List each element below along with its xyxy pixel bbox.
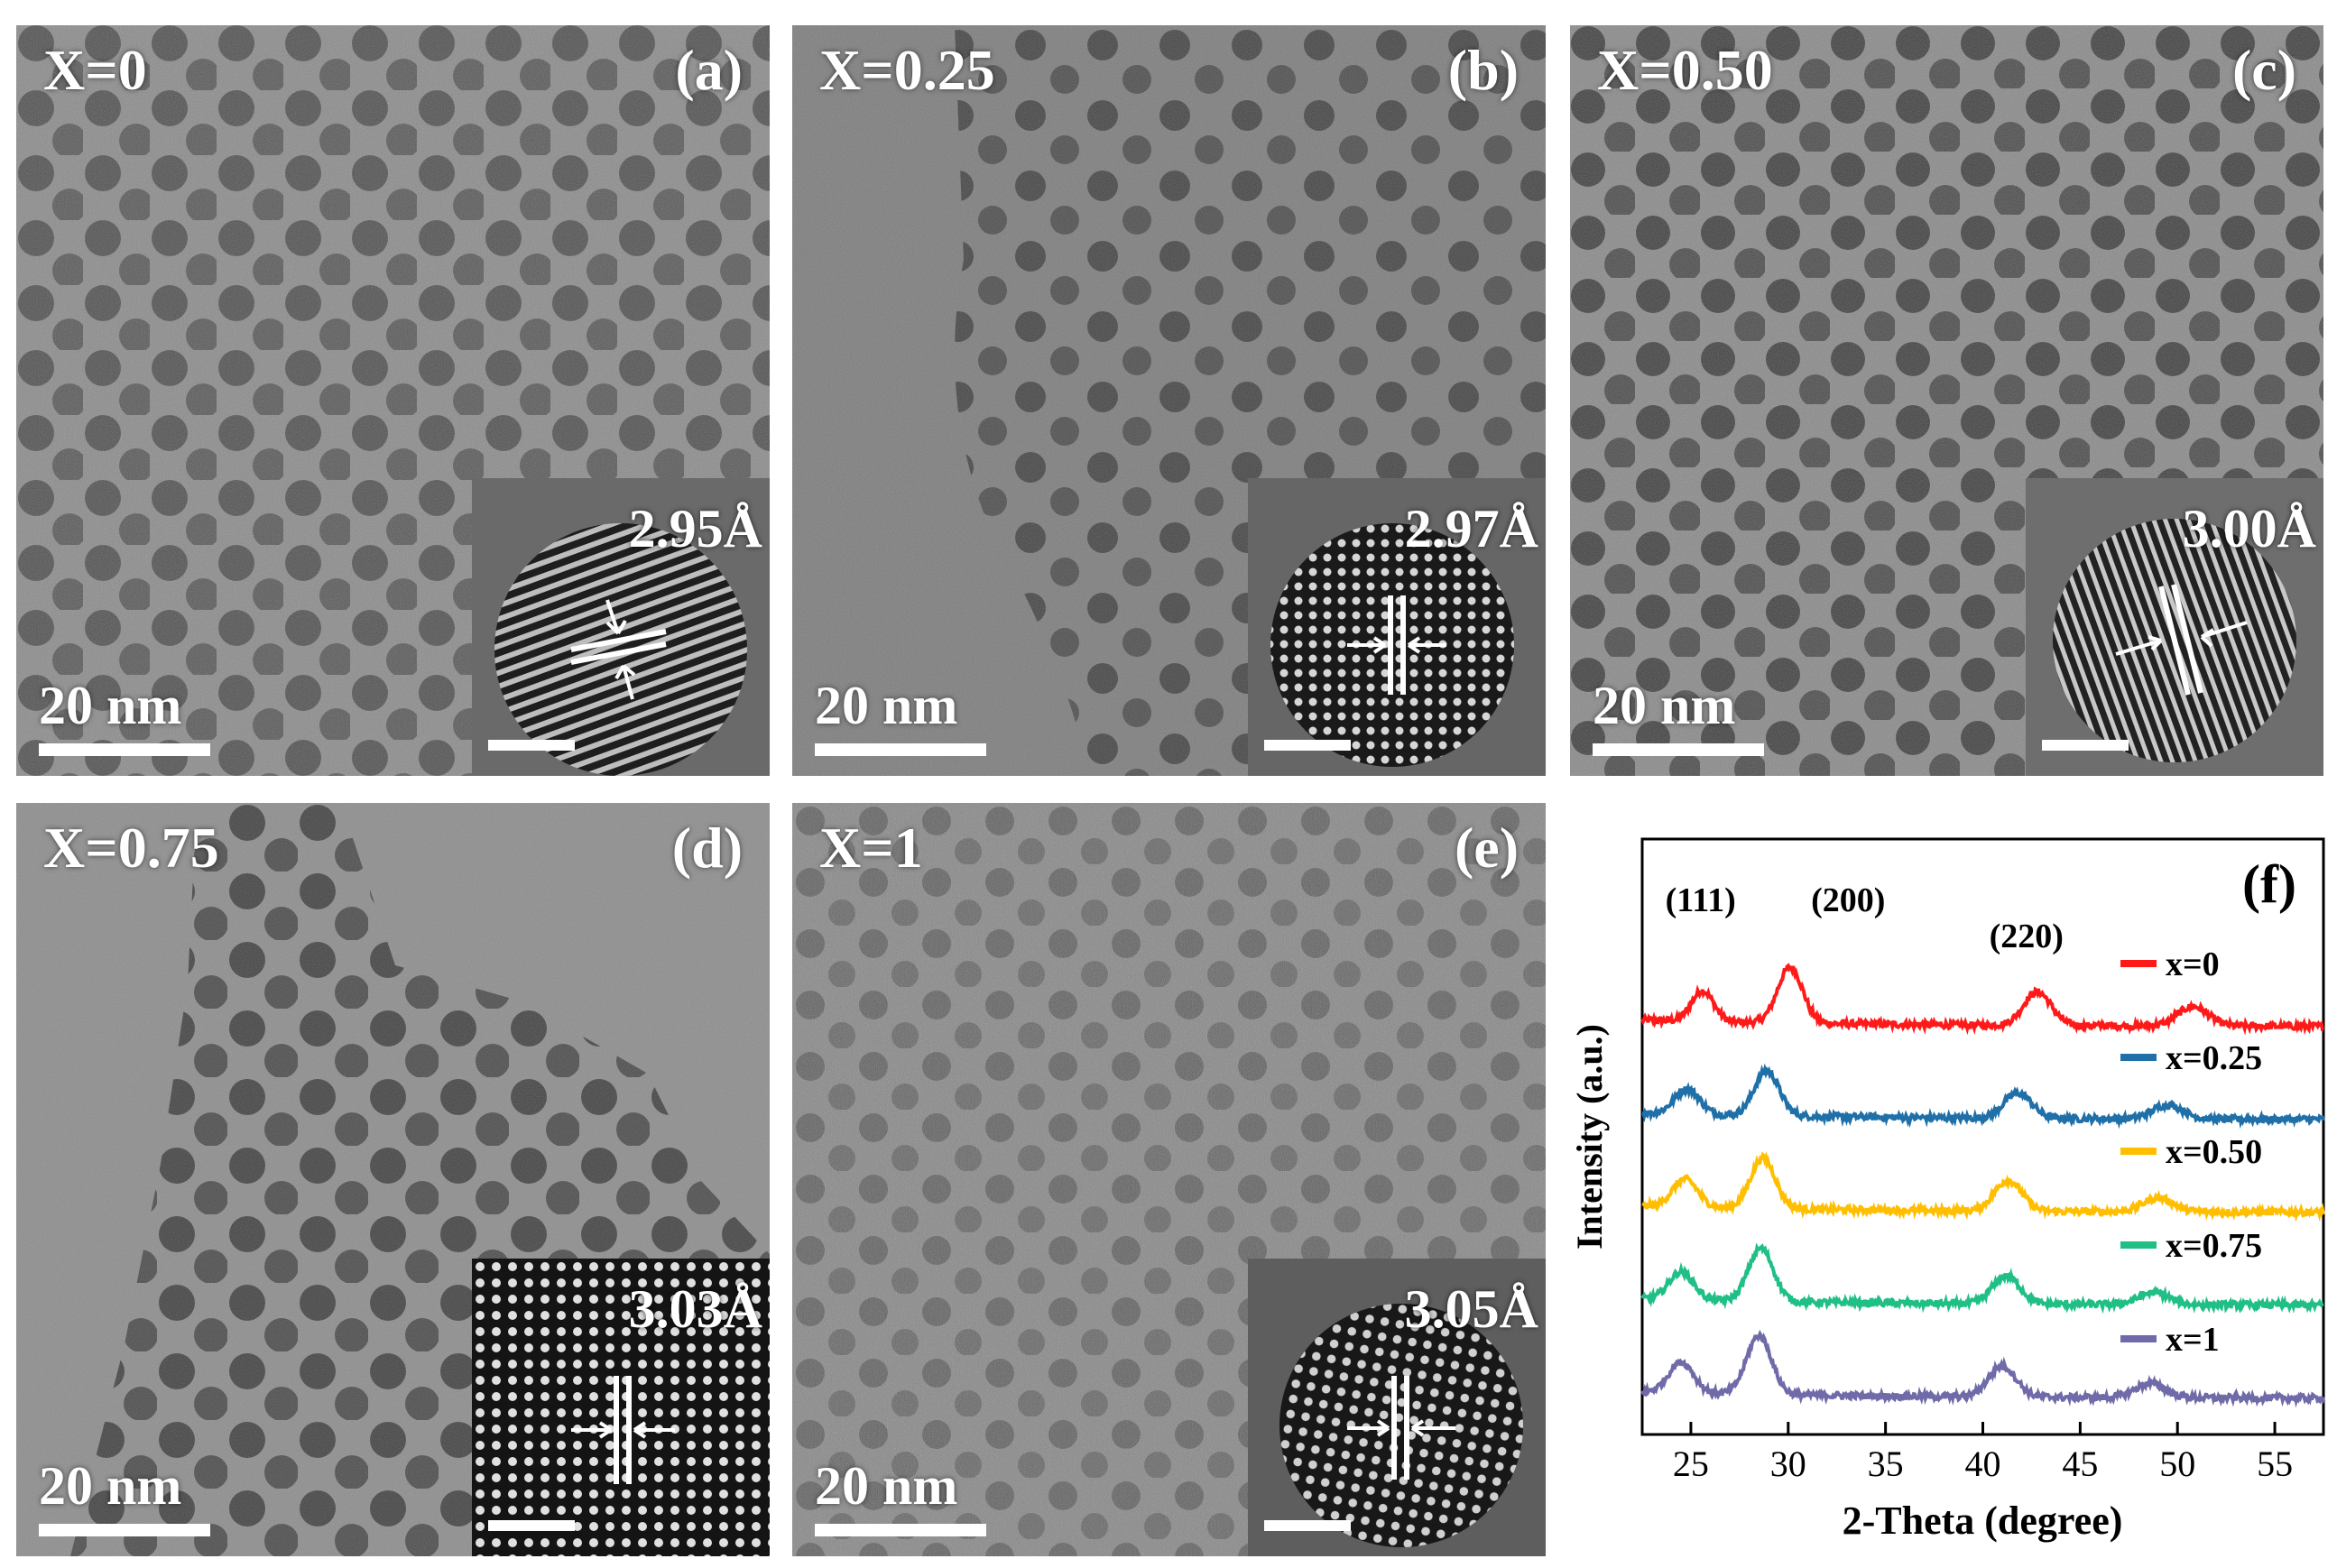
composition-label: X=0.50 bbox=[1597, 38, 1773, 102]
d-spacing-label: 2.95Å bbox=[628, 499, 762, 558]
scale-bar bbox=[39, 743, 210, 756]
panel-label: (b) bbox=[1447, 38, 1519, 102]
x-tick-label: 30 bbox=[1770, 1443, 1806, 1484]
composition-label: X=1 bbox=[819, 816, 923, 880]
tem-image bbox=[1570, 25, 2323, 776]
hrtem-inset: 3.03Å bbox=[472, 1259, 770, 1556]
hrtem-inset: 2.97Å bbox=[1248, 478, 1546, 776]
panel-label: (d) bbox=[671, 816, 743, 880]
tem-image bbox=[792, 803, 1546, 1556]
hrtem-inset: 3.05Å bbox=[1248, 1259, 1546, 1556]
x-tick-label: 45 bbox=[2062, 1443, 2098, 1484]
y-axis-label: Intensity (a.u.) bbox=[1569, 1024, 1610, 1250]
tem-panel-d: X=0.75 (d) 3.03Å 20 nm bbox=[16, 803, 770, 1556]
d-spacing-label: 2.97Å bbox=[1404, 499, 1538, 558]
x-tick-label: 25 bbox=[1673, 1443, 1709, 1484]
legend-label: x=1 bbox=[2166, 1321, 2220, 1359]
tem-panel-c: X=0.50 (c) 3.00Å 20 nm bbox=[1570, 25, 2323, 776]
d-spacing-label: 3.05Å bbox=[1404, 1279, 1538, 1339]
xrd-chart: 25 30 35 40 45 50 55 (111) (200) (220) x=0 x=0.25… bbox=[1569, 837, 2325, 1543]
x-tick-label: 40 bbox=[1965, 1443, 2001, 1484]
series-line-x=0 bbox=[1640, 963, 2324, 1036]
hrtem-inset: 3.00Å bbox=[2026, 478, 2323, 776]
peak-labels: (111) (200) (220) bbox=[1666, 881, 2064, 955]
d-spacing-label: 3.03Å bbox=[628, 1279, 762, 1339]
peak-label: (220) bbox=[1990, 918, 2064, 955]
inset-scale-bar bbox=[1264, 740, 1351, 751]
panel-label: (a) bbox=[675, 38, 743, 102]
panel-label: (c) bbox=[2231, 38, 2296, 102]
legend: x=0 x=0.25 x=0.50 x=0.75 x=1 bbox=[2120, 945, 2262, 1359]
scale-bar-label: 20 nm bbox=[39, 1456, 182, 1516]
x-axis-label: 2-Theta (degree) bbox=[1843, 1499, 2123, 1543]
panel-label: (e) bbox=[1454, 816, 1519, 880]
tem-panel-a: X=0 (a) 2.95Å 20 nm bbox=[16, 25, 770, 776]
series-group bbox=[1640, 963, 2325, 1408]
legend-label: x=0 bbox=[2166, 945, 2220, 983]
x-ticks: 25 30 35 40 45 50 55 bbox=[1673, 1422, 2293, 1484]
peak-label: (111) bbox=[1666, 881, 1736, 919]
inset-scale-bar bbox=[488, 740, 575, 751]
tem-image bbox=[16, 25, 770, 776]
composition-label: X=0.25 bbox=[819, 38, 995, 102]
scale-bar-label: 20 nm bbox=[815, 676, 958, 735]
inset-scale-bar bbox=[488, 1520, 575, 1531]
tem-panel-e: X=1 (e) 3.05Å 20 nm bbox=[792, 803, 1546, 1556]
composition-label: X=0 bbox=[43, 38, 147, 102]
hrtem-inset: 2.95Å bbox=[472, 478, 770, 776]
legend-label: x=0.25 bbox=[2166, 1039, 2262, 1077]
scale-bar bbox=[815, 1524, 986, 1536]
peak-label: (200) bbox=[1811, 881, 1885, 919]
legend-label: x=0.50 bbox=[2166, 1133, 2262, 1171]
scale-bar-label: 20 nm bbox=[39, 676, 182, 735]
d-spacing-label: 3.00Å bbox=[2182, 499, 2316, 558]
x-tick-label: 50 bbox=[2159, 1443, 2195, 1484]
legend-label: x=0.75 bbox=[2166, 1227, 2262, 1265]
series-line-x=0.50 bbox=[1641, 1150, 2325, 1222]
x-tick-label: 35 bbox=[1868, 1443, 1904, 1484]
inset-scale-bar bbox=[2042, 740, 2129, 751]
panel-label: (f) bbox=[2242, 854, 2296, 914]
scale-bar bbox=[39, 1524, 210, 1536]
series-line-x=1 bbox=[1640, 1329, 2325, 1408]
series-line-x=0.75 bbox=[1640, 1242, 2324, 1314]
scale-bar bbox=[815, 743, 986, 756]
scale-bar bbox=[1593, 743, 1764, 756]
scale-bar-label: 20 nm bbox=[1593, 676, 1736, 735]
scale-bar-label: 20 nm bbox=[815, 1456, 958, 1516]
tem-panel-b: X=0.25 (b) 2.97Å 20 nm bbox=[792, 25, 1546, 776]
x-tick-label: 55 bbox=[2257, 1443, 2293, 1484]
series-line-x=0.25 bbox=[1641, 1063, 2325, 1130]
inset-scale-bar bbox=[1264, 1520, 1351, 1531]
composition-label: X=0.75 bbox=[43, 816, 219, 880]
